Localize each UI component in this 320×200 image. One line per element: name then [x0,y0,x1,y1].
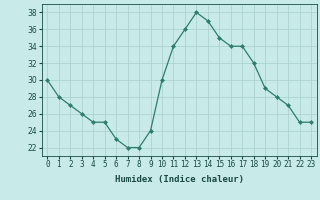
X-axis label: Humidex (Indice chaleur): Humidex (Indice chaleur) [115,175,244,184]
